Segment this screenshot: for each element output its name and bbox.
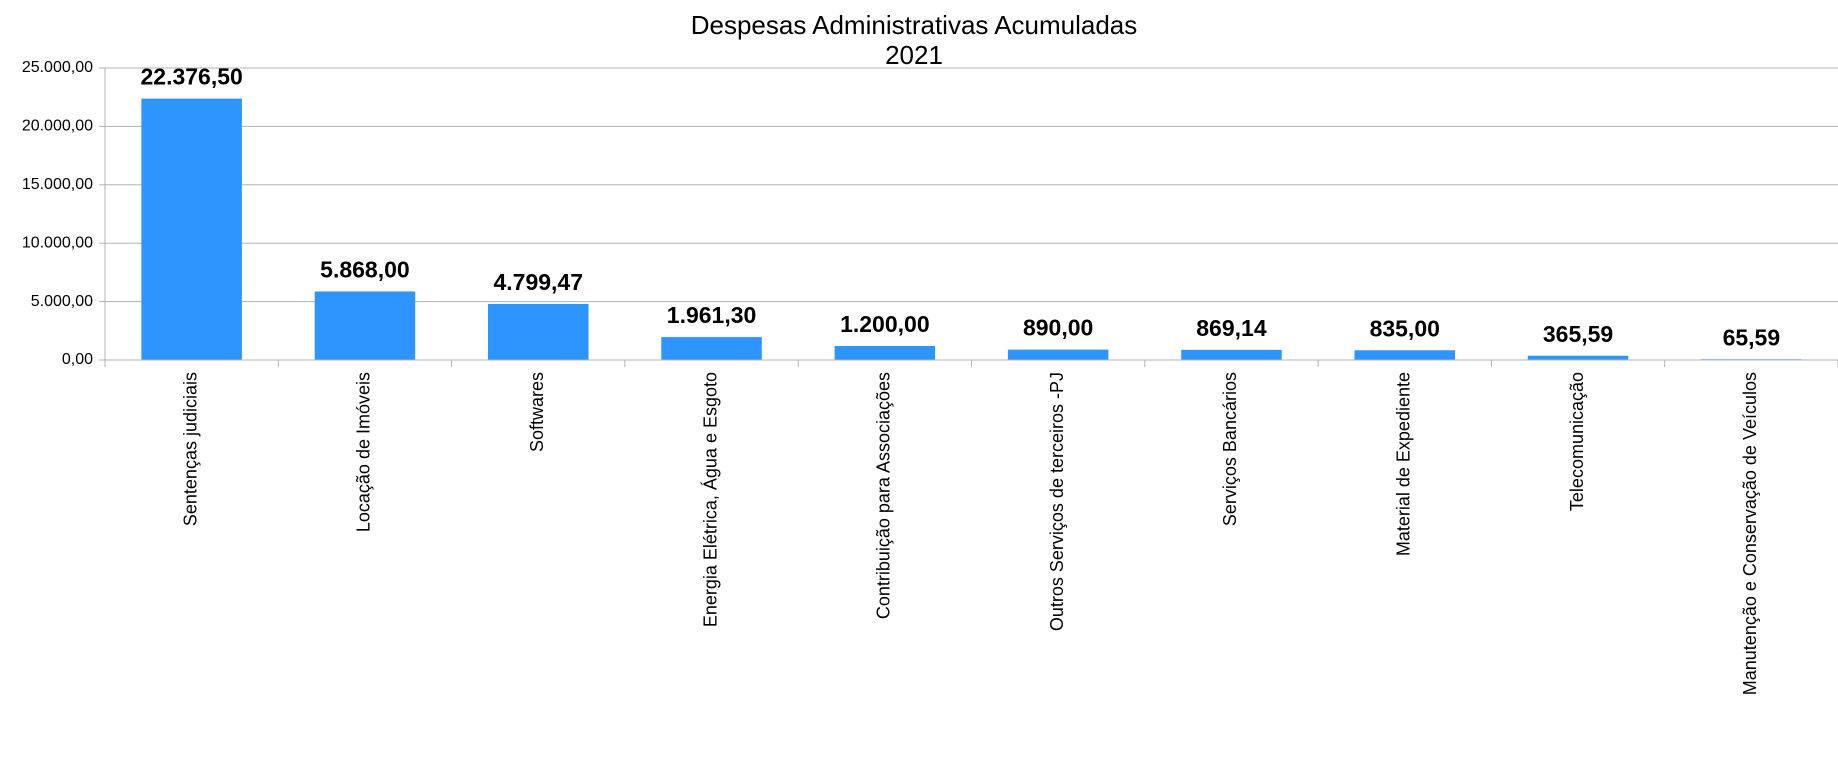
value-label: 65,59 (1723, 324, 1781, 350)
x-tick-label: Manutenção e Conservação de Veículos (1740, 372, 1760, 695)
value-label: 835,00 (1370, 315, 1440, 341)
bar (314, 291, 416, 360)
y-tick-label: 20.000,00 (22, 118, 93, 135)
value-label: 1.200,00 (840, 311, 930, 337)
value-label: 1.961,30 (667, 302, 757, 328)
bar (1181, 349, 1282, 360)
bar (141, 98, 242, 360)
x-tick-label: Outros Serviços de terceiros -PJ (1047, 372, 1067, 631)
bar (487, 303, 589, 360)
x-tick-label: Material de Expediente (1394, 372, 1414, 556)
x-tick-label: Serviços Bancários (1220, 372, 1240, 526)
x-tick-label: Energia Elétrica, Água e Esgoto (700, 372, 720, 627)
bar (1527, 355, 1629, 360)
y-tick-label: 0,00 (62, 351, 93, 368)
value-label: 4.799,47 (493, 269, 583, 295)
x-tick-label: Softwares (527, 372, 547, 452)
chart-subtitle: 2021 (885, 40, 943, 70)
value-label: 890,00 (1023, 315, 1093, 341)
x-tick-label: Contribuição para Associações (874, 372, 894, 619)
y-tick-label: 25.000,00 (22, 59, 93, 76)
value-label: 365,59 (1543, 321, 1613, 347)
chart-title: Despesas Administrativas Acumuladas (691, 10, 1138, 40)
x-tick-label: Locação de Imóveis (354, 372, 374, 532)
x-tick-label: Telecomunicação (1567, 372, 1587, 511)
value-label: 869,14 (1196, 315, 1267, 341)
bar (661, 337, 762, 360)
bar (1007, 349, 1109, 360)
value-label: 22.376,50 (140, 64, 242, 90)
y-tick-label: 15.000,00 (22, 176, 93, 193)
bar (834, 345, 936, 360)
value-label: 5.868,00 (320, 257, 410, 283)
bar (1354, 350, 1456, 360)
x-tick-label: Sentenças judiciais (180, 372, 200, 526)
y-tick-label: 10.000,00 (22, 234, 93, 251)
y-tick-label: 5.000,00 (31, 293, 93, 310)
